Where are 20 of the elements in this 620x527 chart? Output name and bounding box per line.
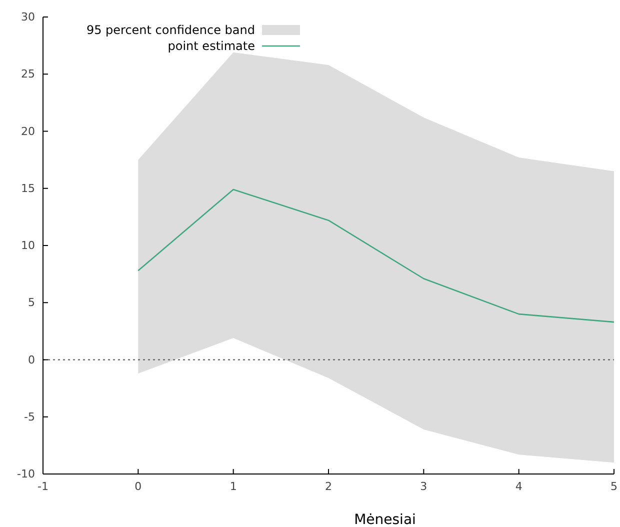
y-tick-label: 20 — [21, 124, 35, 138]
line-series — [138, 188, 615, 323]
x-tick-label: 1 — [230, 480, 237, 493]
y-tick-label: 0 — [28, 353, 35, 366]
x-tick-label: 3 — [420, 480, 428, 493]
legend-label: point estimate — [168, 39, 255, 53]
x-tick-label: 2 — [325, 480, 332, 493]
annotation: 95 percent confidence band — [86, 23, 255, 37]
y-tick-label: -5 — [24, 410, 35, 424]
x-tick-label: 4 — [515, 480, 522, 493]
x-tick-label: 5 — [610, 480, 618, 493]
y-tick-label: 10 — [21, 239, 35, 252]
x-tick-label: -1 — [38, 480, 48, 493]
y-tick-label: 25 — [21, 68, 35, 81]
x-tick-label: 0 — [134, 480, 142, 493]
y-tick-label: 15 — [21, 182, 35, 195]
x-axis-title: Mėnesiai — [354, 512, 416, 527]
y-tick-label: 5 — [28, 296, 35, 310]
y-tick-label: -10 — [17, 468, 35, 481]
y-tick-label: 30 — [21, 10, 35, 24]
